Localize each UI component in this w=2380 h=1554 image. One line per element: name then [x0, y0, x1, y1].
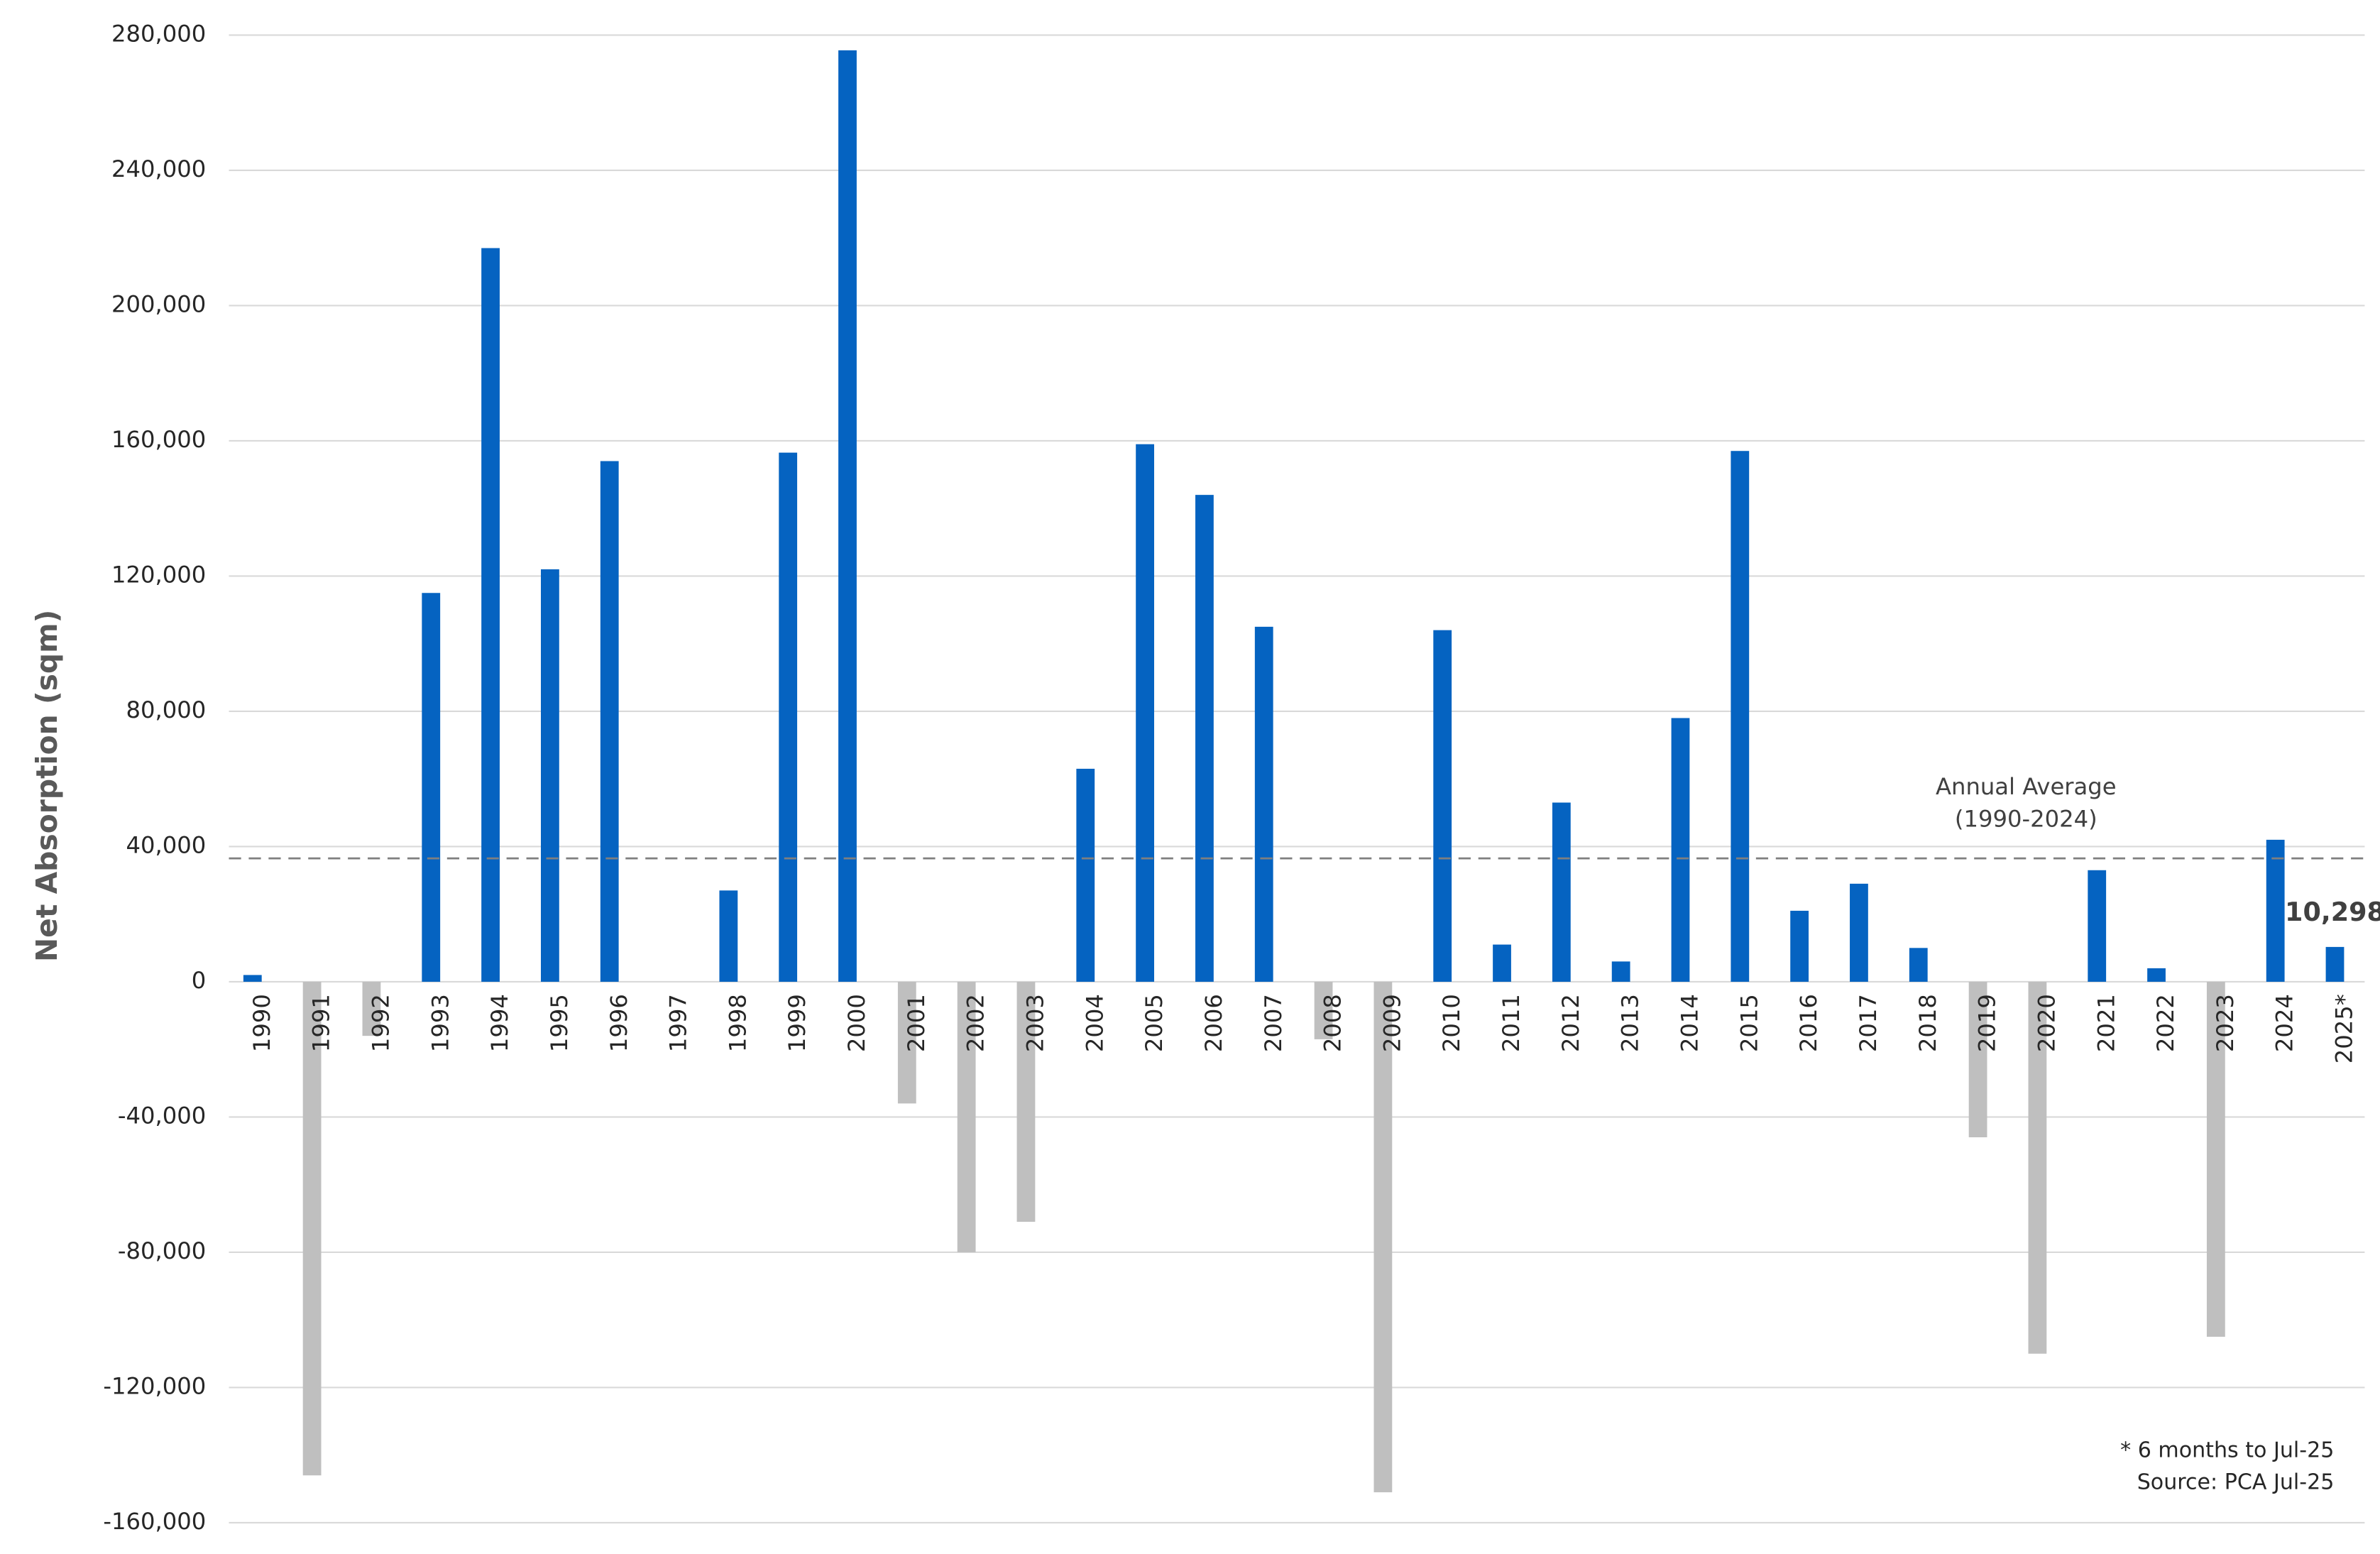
y-tick-label: -120,000: [103, 1372, 206, 1399]
x-tick-label: 1998: [724, 994, 751, 1052]
average-label: Annual Average: [1936, 773, 2117, 800]
bar: [2266, 839, 2285, 982]
bar: [897, 981, 916, 1104]
bar: [1016, 981, 1036, 1222]
bar: [1433, 630, 1452, 982]
bar: [1254, 626, 1273, 982]
bar: [1314, 981, 1333, 1039]
x-tick-label: 2007: [1260, 994, 1287, 1052]
bar: [2147, 968, 2166, 982]
bar: [1850, 883, 1868, 982]
x-tick-label: 2006: [1200, 994, 1227, 1052]
x-tick-label: 2020: [2033, 994, 2060, 1052]
bar: [2325, 946, 2345, 982]
x-tick-label: 2025*: [2331, 994, 2358, 1063]
x-tick-label: 1991: [308, 994, 335, 1052]
bar: [1611, 961, 1630, 982]
bar: [2206, 981, 2225, 1337]
bar: [1968, 981, 1987, 1138]
x-tick-label: 2022: [2152, 994, 2179, 1052]
x-tick-label: 1994: [486, 994, 513, 1052]
bar: [422, 593, 441, 982]
x-tick-label: 1997: [665, 994, 692, 1052]
x-tick-label: 2001: [903, 994, 930, 1052]
bar: [243, 975, 262, 982]
x-tick-label: 2017: [1855, 994, 1882, 1052]
x-tick-label: 1992: [367, 994, 394, 1052]
bar: [838, 50, 857, 982]
x-tick-label: 1995: [546, 994, 573, 1052]
x-tick-label: 2016: [1795, 994, 1822, 1052]
bar: [302, 981, 322, 1476]
x-tick-label: 2024: [2271, 994, 2298, 1052]
x-tick-label: 2004: [1081, 994, 1108, 1052]
bar: [481, 248, 500, 982]
note: Source: PCA Jul-25: [2137, 1470, 2335, 1495]
x-tick-label: 2009: [1378, 994, 1405, 1052]
bar: [1195, 495, 1214, 982]
data-label: 10,298: [2285, 897, 2380, 927]
x-tick-label: 2012: [1557, 994, 1584, 1052]
y-tick-label: 240,000: [111, 155, 206, 182]
bar: [1493, 944, 1511, 982]
bar: [2088, 870, 2107, 982]
y-tick-label: 200,000: [111, 290, 206, 317]
note: * 6 months to Jul-25: [2120, 1438, 2334, 1462]
bar: [1373, 981, 1393, 1493]
y-tick-label: -40,000: [118, 1102, 206, 1129]
x-tick-label: 2000: [843, 994, 870, 1052]
x-tick-label: 2008: [1320, 994, 1347, 1052]
y-tick-label: 40,000: [126, 831, 207, 858]
bar: [2028, 981, 2047, 1354]
x-tick-label: 1996: [605, 994, 632, 1052]
y-tick-label: 0: [192, 967, 207, 994]
bar: [1790, 910, 1809, 982]
bar: [1552, 802, 1571, 982]
x-tick-label: 2005: [1141, 994, 1168, 1052]
x-tick-label: 1993: [427, 994, 454, 1052]
bar: [1671, 718, 1690, 982]
bar: [600, 461, 619, 982]
y-tick-label: -80,000: [118, 1237, 206, 1264]
bar: [1076, 768, 1095, 982]
bar: [779, 452, 798, 982]
x-tick-label: 2015: [1735, 994, 1762, 1052]
bar: [362, 981, 381, 1036]
bar: [957, 981, 976, 1252]
y-tick-label: 280,000: [111, 20, 206, 47]
x-tick-label: 1999: [784, 994, 811, 1052]
y-tick-label: 120,000: [111, 561, 206, 588]
x-tick-label: 2021: [2093, 994, 2119, 1052]
x-tick-label: 2011: [1498, 994, 1525, 1052]
x-tick-label: 2014: [1677, 994, 1704, 1052]
bar: [1731, 451, 1750, 982]
y-tick-label: 80,000: [126, 696, 207, 723]
bar: [540, 569, 559, 982]
x-tick-label: 1990: [248, 994, 275, 1052]
bar: [1909, 948, 1928, 982]
x-tick-label: 2002: [963, 994, 989, 1052]
x-tick-label: 2013: [1617, 994, 1644, 1052]
x-tick-label: 2019: [1974, 994, 2001, 1052]
y-axis-title: Net Absorption (sqm): [30, 610, 64, 962]
average-label: (1990-2024): [1955, 805, 2097, 832]
y-tick-label: -160,000: [103, 1508, 206, 1535]
y-tick-label: 160,000: [111, 426, 206, 453]
x-tick-label: 2003: [1022, 994, 1049, 1052]
x-tick-label: 2018: [1914, 994, 1941, 1052]
bar: [1136, 444, 1154, 982]
bar: [719, 890, 738, 982]
x-tick-label: 2023: [2212, 994, 2239, 1052]
x-tick-label: 2010: [1438, 994, 1465, 1052]
